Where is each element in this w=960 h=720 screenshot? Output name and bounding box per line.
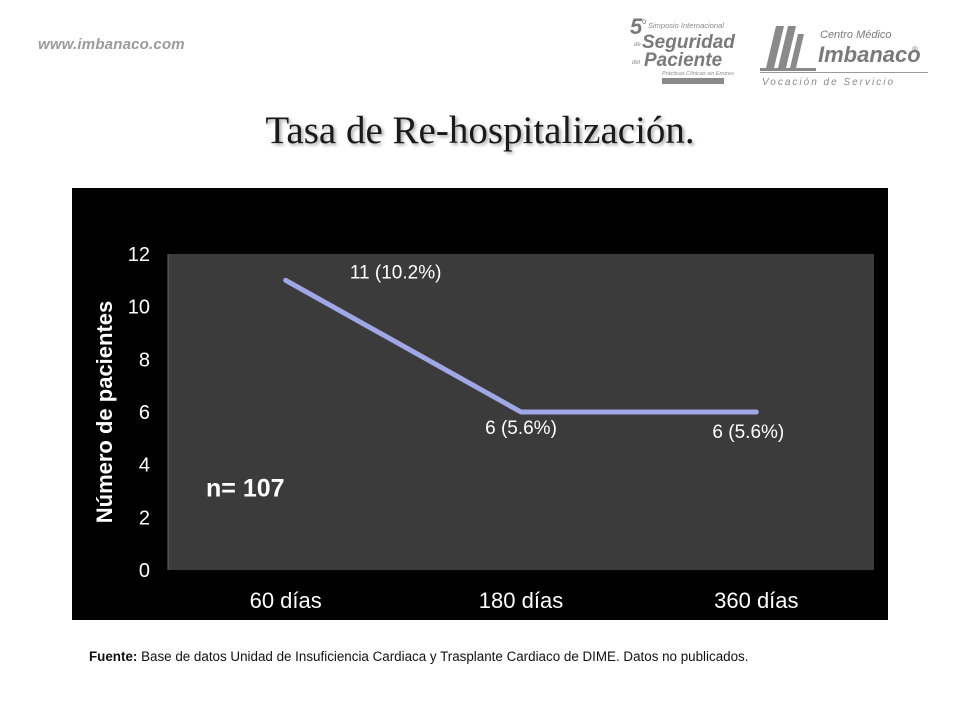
symposium-logo-line3: Paciente [644, 50, 723, 71]
data-label: 6 (5.6%) [485, 418, 557, 439]
chart-container: 0 2 4 6 8 10 12 60 días 180 días 360 días Número… [72, 188, 888, 620]
symposium-logo-number: 5 [630, 14, 643, 39]
source-label: Fuente: [89, 649, 138, 664]
x-tick-label: 60 días [250, 588, 322, 613]
slide-title: Tasa de Re-hospitalización. [265, 109, 695, 152]
y-tick-label: 12 [128, 244, 150, 266]
x-tick-label: 180 días [479, 588, 563, 613]
y-tick-label: 8 [139, 349, 150, 371]
x-tick-label: 360 días [714, 588, 798, 613]
data-labels: 11 (10.2%) 6 (5.6%) 6 (5.6%) [350, 262, 784, 443]
symposium-logo-sup: o [642, 17, 647, 26]
cmi-logo-divider [760, 72, 928, 73]
source-text: Base de datos Unidad de Insuficiencia Ca… [137, 649, 749, 664]
y-axis-ticks: 0 2 4 6 8 10 12 [128, 244, 150, 582]
source-note: Fuente: Base de datos Unidad de Insufici… [89, 649, 748, 664]
symposium-logo-date-bar [662, 78, 724, 84]
x-axis-ticks: 60 días 180 días 360 días [250, 588, 799, 613]
symposium-logo-line1: Simposio Internacional [648, 21, 724, 30]
symposium-logo-line4: Prácticas Clínicas sin Errores [662, 71, 734, 77]
sample-size-annotation: n= 107 [206, 474, 285, 502]
symposium-logo: 5 o Simposio Internacional de Seguridad … [630, 14, 735, 84]
line-chart: 0 2 4 6 8 10 12 60 días 180 días 360 días Número… [92, 244, 874, 613]
symposium-logo-line3-prefix: del [632, 60, 641, 66]
y-tick-label: 10 [128, 297, 150, 319]
data-label: 11 (10.2%) [350, 262, 442, 283]
y-tick-label: 2 [139, 507, 150, 529]
series-line [283, 277, 759, 415]
imbanaco-symbol-icon [760, 26, 816, 71]
y-tick-label: 6 [139, 402, 150, 424]
y-axis-label: Número de pacientes [92, 301, 117, 524]
cmi-logo-reg: ® [912, 45, 918, 54]
data-label: 6 (5.6%) [712, 422, 784, 443]
site-url: www.imbanaco.com [38, 36, 185, 53]
symposium-logo-line2-prefix: de [634, 42, 641, 48]
symposium-logo-line2: Seguridad [642, 32, 735, 53]
y-tick-label: 0 [139, 560, 150, 582]
y-tick-label: 4 [139, 455, 150, 477]
cmi-logo-line2: Imbanaco [818, 42, 921, 67]
centro-medico-imbanaco-logo: Centro Médico Imbanaco ® Vocación de Ser… [760, 26, 928, 88]
cmi-logo-line1: Centro Médico [820, 29, 892, 41]
cmi-logo-line3: Vocación de Servicio [762, 77, 895, 88]
